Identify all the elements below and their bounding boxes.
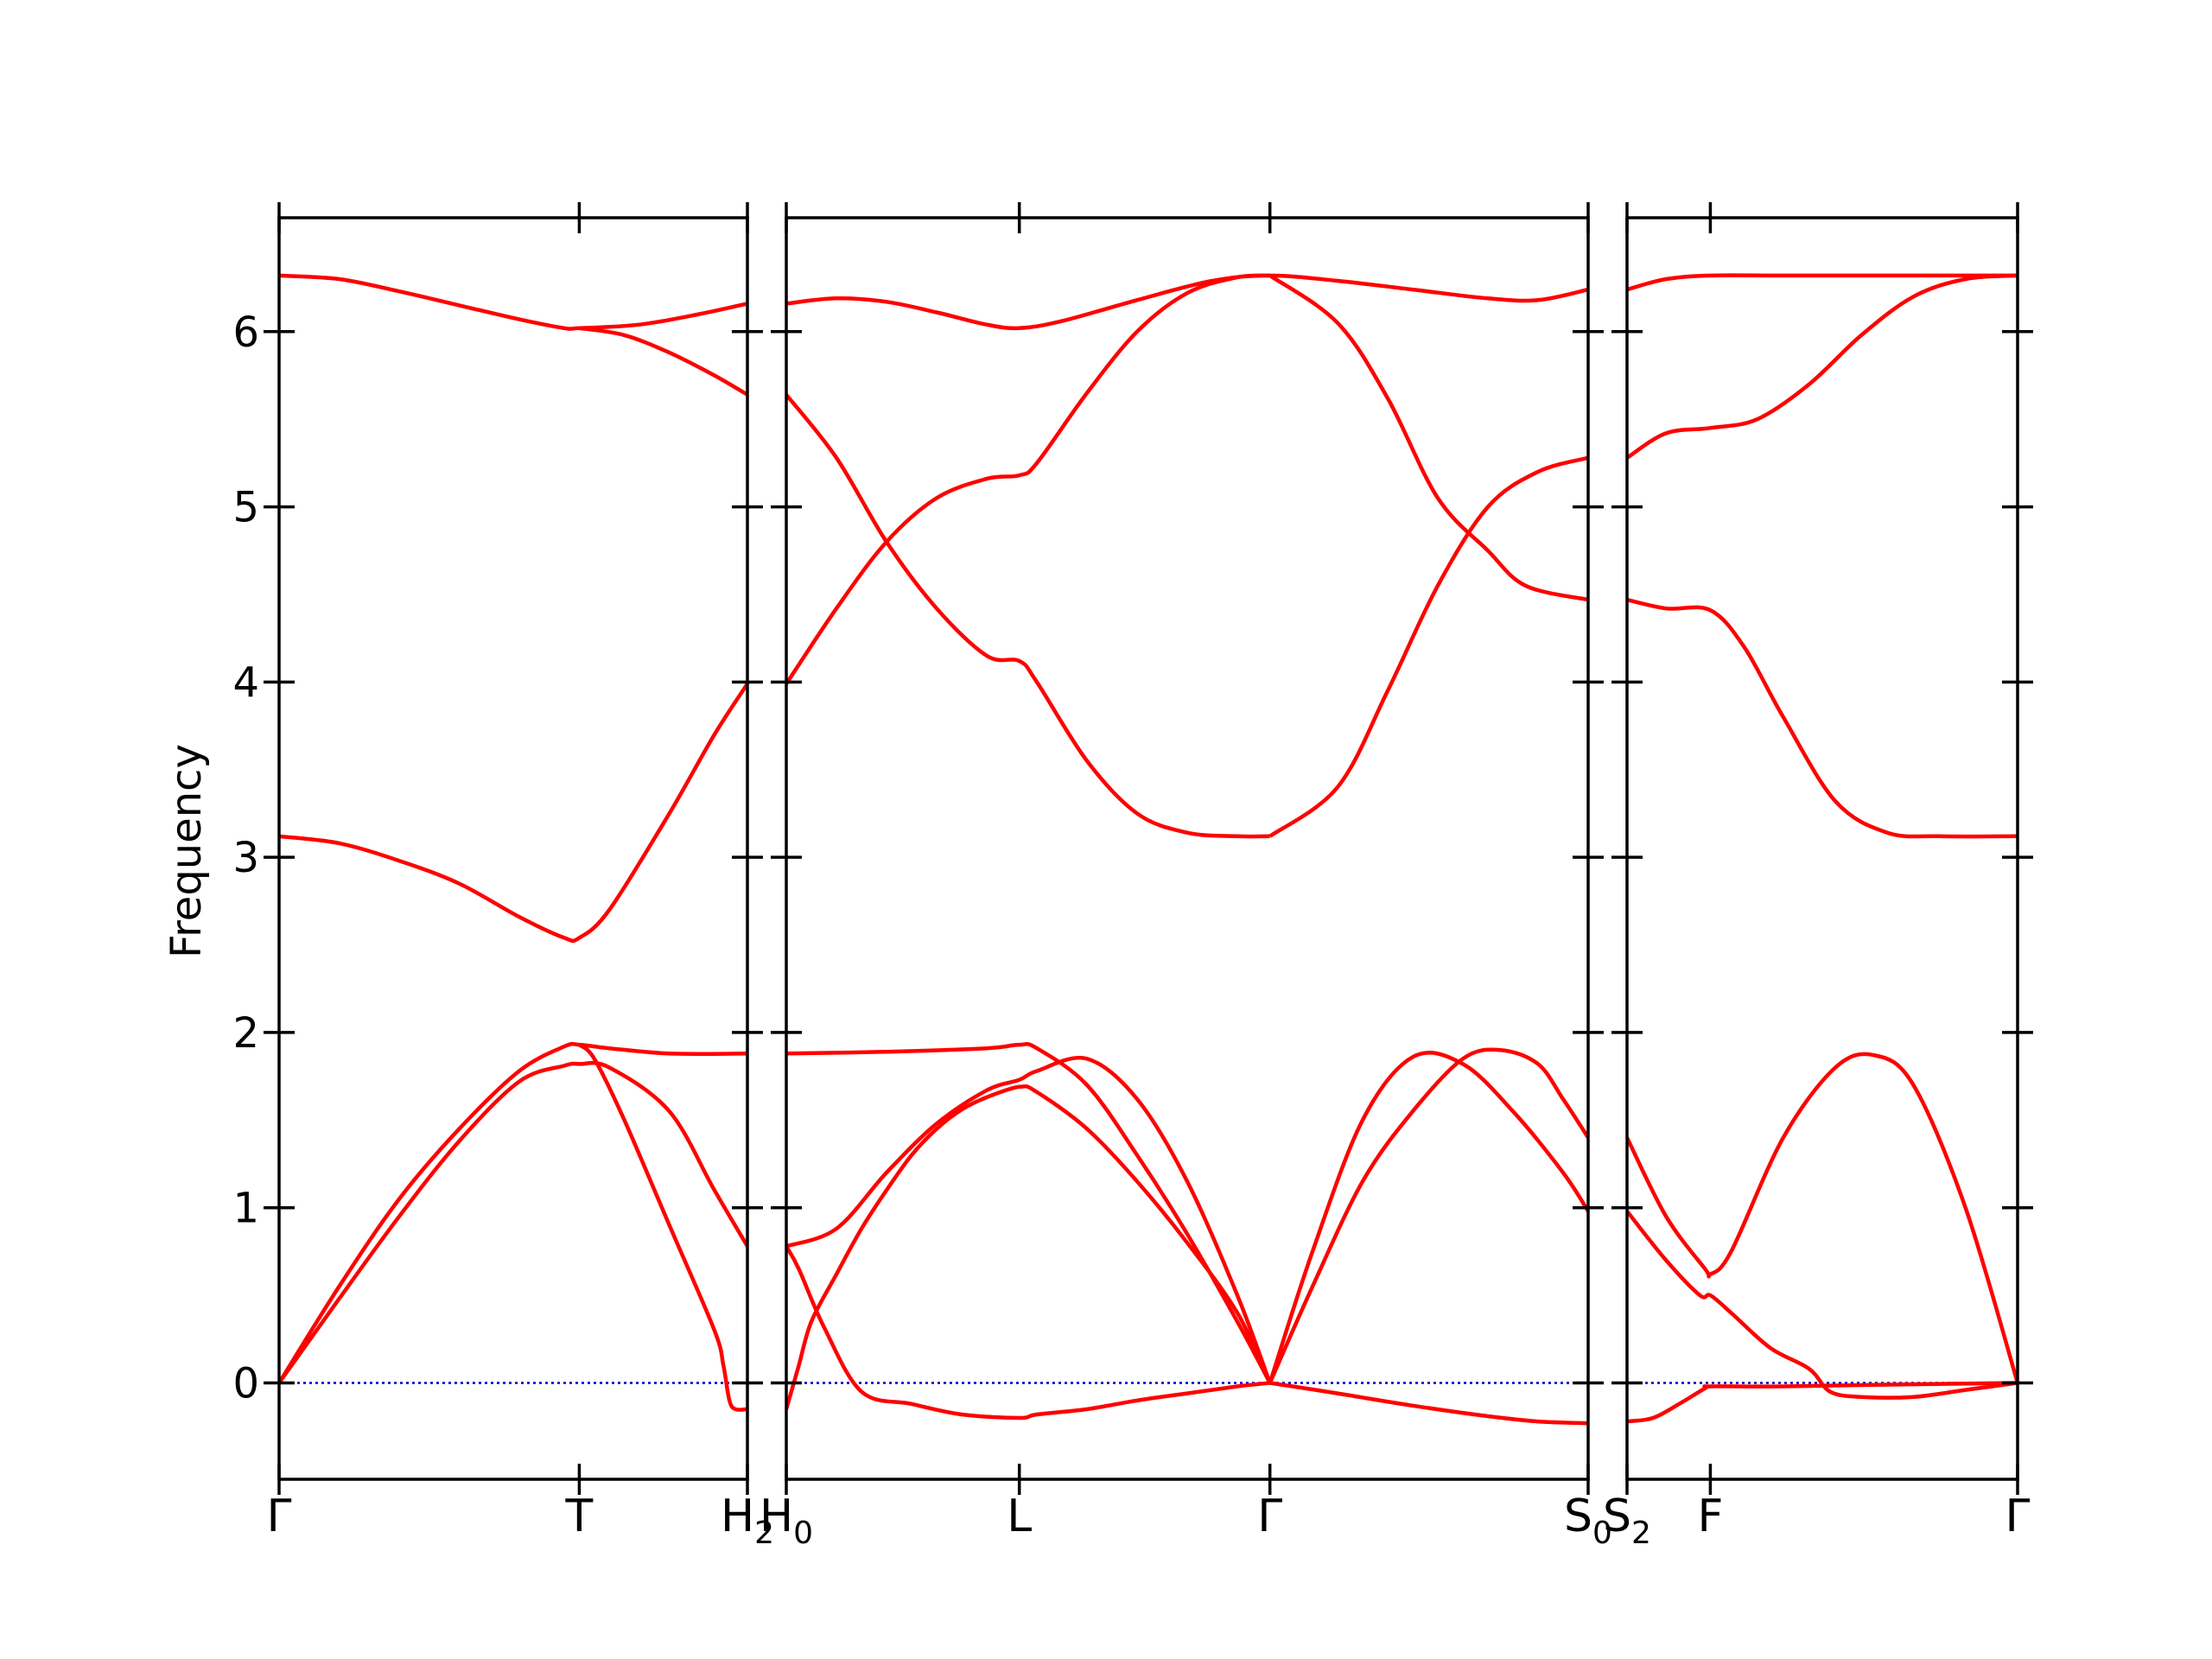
band-line-12 <box>1269 1381 1588 1426</box>
x-tick-label: F <box>1697 1491 1723 1542</box>
band-line-1 <box>786 273 1588 331</box>
band-line-2 <box>579 326 747 397</box>
band-line-7 <box>786 1055 1272 1384</box>
x-tick-label: S0 <box>1564 1491 1612 1551</box>
y-tick-label: 0 <box>232 1359 259 1408</box>
y-tick-label: 3 <box>232 834 259 882</box>
x-tick-label: S2 <box>1603 1491 1651 1551</box>
band-line-8 <box>786 1245 1270 1421</box>
x-tick-label: Γ <box>2005 1491 2031 1542</box>
band-line-4 <box>1268 274 1588 602</box>
panel-frame <box>277 216 749 1481</box>
panel-2: H0 L Γ S0 <box>760 202 1612 1551</box>
y-tick-label: 6 <box>232 308 259 357</box>
band-lines <box>279 273 747 1412</box>
panel-frame <box>785 216 1590 1481</box>
y-tick-label: 5 <box>232 484 259 532</box>
band-line-9 <box>786 1084 1272 1410</box>
band-line-5 <box>1268 455 1588 838</box>
band-line-3 <box>279 683 747 944</box>
y-tick-label: 2 <box>232 1009 259 1058</box>
band-lines <box>1627 273 2018 1424</box>
x-tick-label: L <box>1007 1491 1032 1542</box>
band-line-4 <box>279 1041 747 1384</box>
band-line-6 <box>1627 1381 2018 1424</box>
band-line-2 <box>1627 273 2018 460</box>
band-line-3 <box>786 273 1270 685</box>
x-tick-label: Γ <box>267 1491 292 1542</box>
band-line-6 <box>577 1043 747 1412</box>
band-line-5 <box>279 1060 747 1384</box>
y-tick-label: 1 <box>232 1185 259 1233</box>
band-line-4 <box>1627 1052 2018 1384</box>
panel-3: S2 F Γ <box>1603 202 2033 1551</box>
panel-frame <box>1625 216 2019 1481</box>
y-tick-labels: 0 1 2 3 4 5 6 <box>232 308 259 1408</box>
band-lines <box>786 273 1588 1426</box>
band-line-2 <box>786 393 1270 839</box>
band-line-6 <box>786 1041 1272 1384</box>
band-line-5 <box>1627 1210 2018 1400</box>
y-axis-label: Frequency <box>162 744 211 958</box>
panel-1: Γ T H2 <box>264 202 774 1551</box>
band-line-10 <box>1268 1051 1588 1384</box>
x-tick-label: H2 <box>721 1491 774 1551</box>
band-line-1 <box>279 273 747 331</box>
x-tick-label: T <box>565 1491 594 1542</box>
band-line-11 <box>1268 1047 1588 1384</box>
x-tick-label: Γ <box>1257 1491 1282 1542</box>
band-line-3 <box>1627 597 2018 839</box>
y-tick-label: 4 <box>232 658 259 707</box>
x-tick-label: H0 <box>760 1491 813 1551</box>
band-line-1 <box>1627 273 2018 292</box>
